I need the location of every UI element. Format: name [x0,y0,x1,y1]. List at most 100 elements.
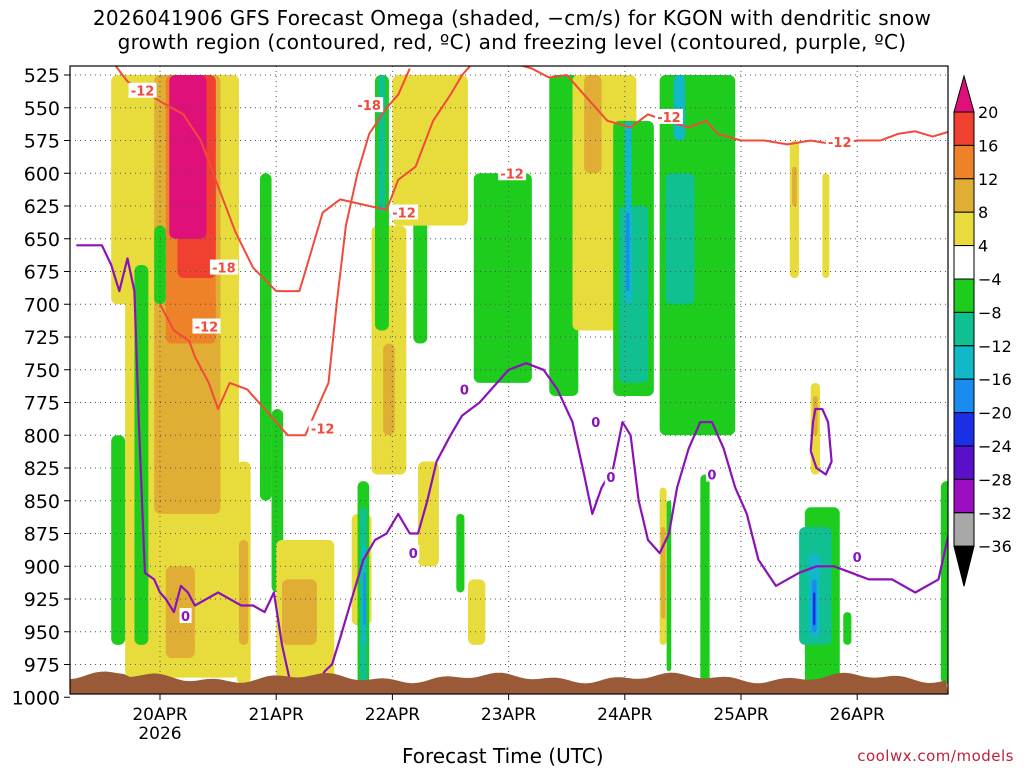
freezing-contour-label-bg [407,545,420,561]
colorbar-label: −16 [978,370,1012,389]
dgz-contour-label-bg [825,133,854,149]
x-tick-sublabel: 2026 [138,724,181,744]
omega-region [549,75,579,396]
omega-region [378,75,386,213]
freezing-contour-label-bg [604,469,617,485]
omega-region [789,140,800,279]
omega-region [584,75,602,174]
axes: 525 550 575 600 625 650 675 700 725 750 775 800 825 8… [12,65,885,744]
colorbar-band [953,111,975,146]
x-tick-label: 21APR [249,705,305,725]
colorbar-label: −32 [978,504,1012,523]
colorbar-band [953,445,975,480]
dgz-contour-line [159,68,411,437]
freezing-contour-label: 0 [460,383,469,398]
colorbar-band [953,211,975,247]
x-tick-label: 20APR [132,705,188,725]
y-tick-label: 775 [24,393,60,415]
dgz-contour-label-bg [355,97,384,113]
omega-region [659,75,736,436]
y-tick-label: 825 [24,458,60,480]
freezing-contour-label-bg [458,381,471,397]
dgz-contour-label-bg [654,108,683,124]
colorbar-label: 8 [978,203,988,222]
colorbar-label: −12 [978,337,1012,356]
ground-terrain-fill [70,671,948,694]
freezing-contour-label-bg [851,549,864,565]
omega-region [239,540,249,645]
omega-region [813,395,818,436]
y-tick-label: 725 [24,327,60,349]
y-tick-label: 675 [24,262,60,284]
y-tick-label: 750 [24,360,60,382]
y-tick-label: 875 [24,524,60,546]
x-tick-label: 26APR [830,705,886,725]
colorbar-band [953,512,975,547]
colorbar-label: 20 [978,103,998,122]
x-tick-label: 22APR [365,705,421,725]
dgz-contour-label: -18 [212,262,236,277]
colorbar-band [953,378,975,414]
dgz-contour-label: -12 [828,136,852,151]
freezing-contour-label-bg [705,466,718,482]
colorbar-band [953,278,975,313]
y-tick-label: 850 [24,491,60,513]
dgz-contour-label: -12 [392,207,416,222]
dgz-contour-label: -18 [357,99,381,114]
colorbar-band [953,345,975,380]
omega-region [363,572,366,626]
colorbar-label: 12 [978,170,998,189]
omega-region [392,75,468,226]
omega-region [618,206,649,383]
dgz-contour-label-bg [128,82,157,98]
dgz-contour-label: -12 [131,85,155,100]
colorbar-label: −20 [978,404,1012,423]
credit-link[interactable]: coolwx.com/models [857,747,1014,765]
omega-region [625,212,630,292]
omega-region [111,435,126,645]
chart-title-line-1: 2026041906 GFS Forecast Omega (shaded, −… [92,6,932,30]
freezing-contour-label: 0 [707,469,716,484]
omega-region [665,173,695,305]
colorbar-label: 4 [978,237,988,256]
colorbar-cap-top [953,74,975,113]
dgz-contour-label-bg [390,204,419,220]
y-tick-label: 950 [24,622,60,644]
omega-region [169,75,207,239]
colorbar-band [953,478,975,514]
freezing-level-line [76,244,948,694]
dgz-contour-label: -12 [500,167,524,182]
dgz-contour-label-bg [498,165,527,181]
omega-region [813,592,816,626]
x-tick-label: 24APR [597,705,653,725]
colorbar: 20 16 12 8 4 −4 −8 −12 −16 −20 −24 −28 −32 −36 [953,74,1012,587]
y-tick-label: 925 [24,589,60,611]
dgz-contour-label-bg [308,420,337,436]
freezing-contour-label-bg [589,414,602,430]
colorbar-label: 16 [978,136,998,155]
y-tick-label: 600 [24,163,60,185]
omega-region [843,612,852,645]
x-axis-title: Forecast Time (UTC) [402,744,604,768]
y-tick-label: 650 [24,229,60,251]
freezing-contour-label: 0 [409,547,418,562]
omega-region [282,579,317,645]
x-tick-label: 23APR [481,705,537,725]
colorbar-band [953,311,975,347]
colorbar-label: −36 [978,537,1012,556]
freezing-contour-label: 0 [591,416,600,431]
freezing-contour-label: 0 [853,551,862,566]
x-tick-label: 25APR [713,705,769,725]
dgz-contour-label-bg [192,318,221,334]
colorbar-band [953,178,975,213]
colorbar-label: −4 [978,270,1002,289]
ground-terrain [70,671,948,694]
dgz-contour-label: -12 [657,111,681,126]
freezing-level-line [809,407,833,476]
omega-region [940,481,948,685]
colorbar-label: −28 [978,470,1012,489]
chart-title: 2026041906 GFS Forecast Omega (shaded, −… [0,6,1024,54]
omega-region [456,513,465,593]
dgz-contour-line [114,66,948,293]
